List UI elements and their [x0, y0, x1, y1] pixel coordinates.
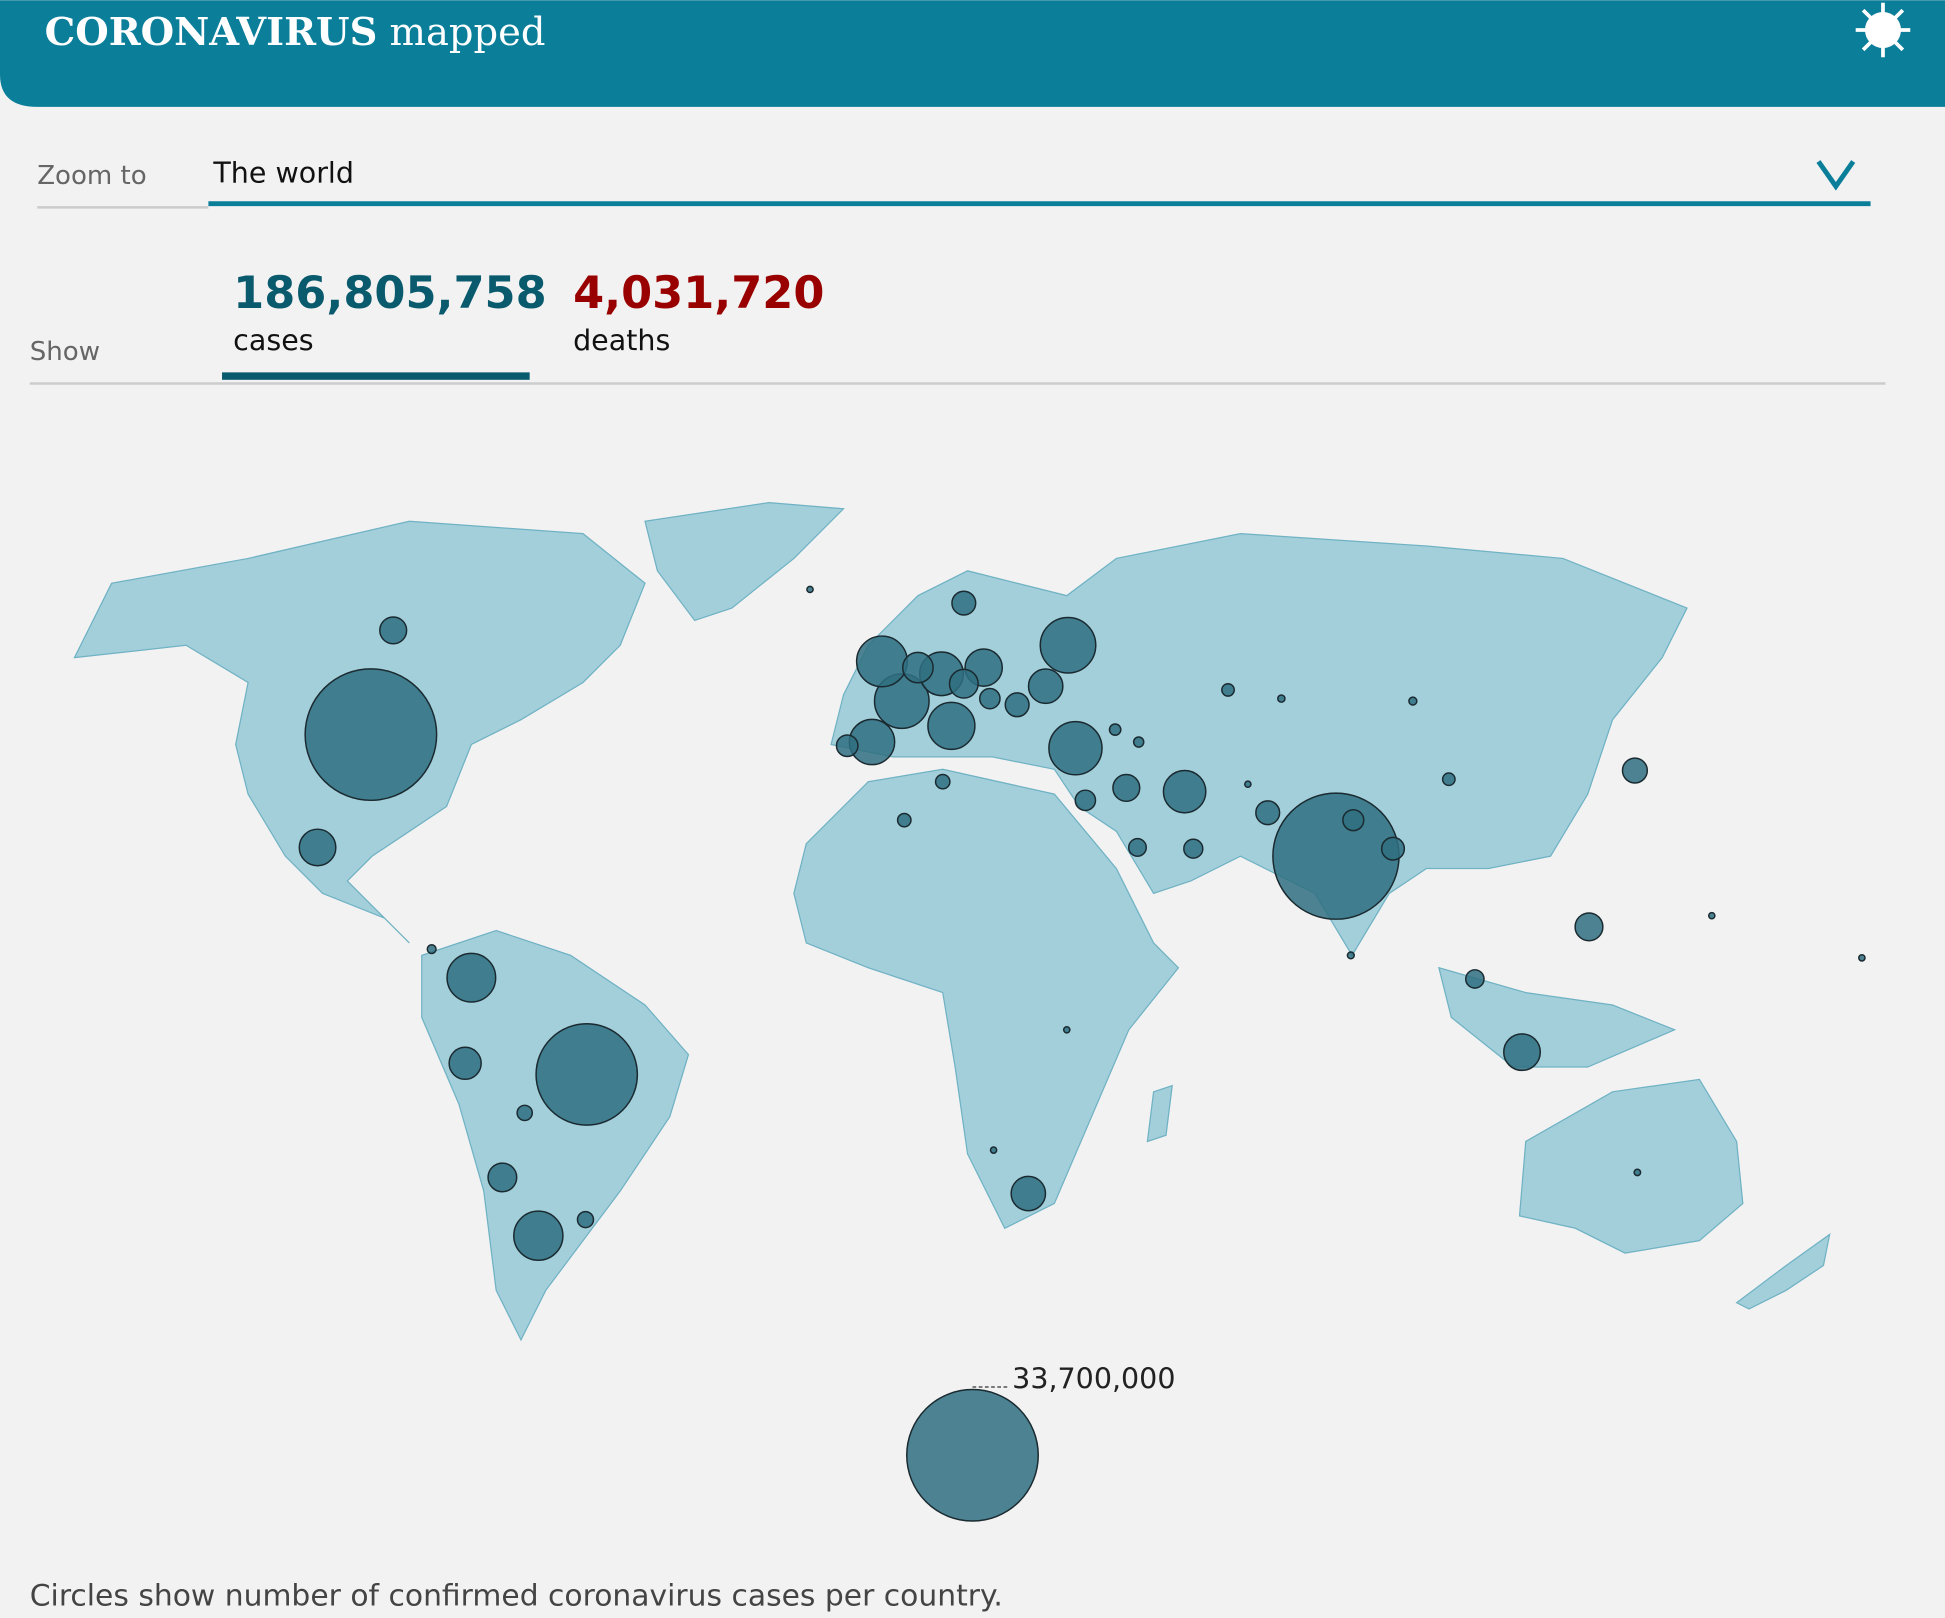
case-circle[interactable]	[1621, 757, 1649, 784]
case-circle[interactable]	[989, 1146, 998, 1154]
case-circle[interactable]	[1380, 836, 1406, 861]
deaths-tab[interactable]: 4,031,720 deaths	[573, 267, 824, 357]
legend-label: 33,700,000	[1012, 1362, 1175, 1395]
case-circle[interactable]	[1277, 694, 1286, 703]
cases-tab[interactable]: 186,805,758 cases	[222, 267, 547, 380]
case-circle[interactable]	[513, 1210, 564, 1262]
case-circle[interactable]	[1183, 838, 1204, 859]
australia	[1518, 1078, 1744, 1254]
madagascar	[1146, 1084, 1173, 1143]
case-circle[interactable]	[448, 1046, 482, 1081]
case-circle[interactable]	[516, 1104, 534, 1122]
case-circle[interactable]	[304, 668, 438, 802]
case-circle[interactable]	[576, 1210, 595, 1229]
case-circle[interactable]	[1010, 1175, 1047, 1212]
case-circle[interactable]	[1707, 911, 1716, 920]
case-circle[interactable]	[951, 590, 977, 616]
case-circle[interactable]	[1048, 720, 1103, 776]
case-circle[interactable]	[1112, 773, 1141, 803]
southeast-asia	[1438, 966, 1677, 1068]
case-circle[interactable]	[855, 635, 909, 688]
greenland	[644, 501, 845, 622]
virus-icon[interactable]	[1855, 2, 1911, 58]
case-circle[interactable]	[1441, 772, 1456, 787]
new-zealand	[1735, 1233, 1831, 1310]
case-circle[interactable]	[1074, 789, 1097, 812]
zoom-label: Zoom to	[37, 161, 146, 191]
deaths-total: 4,031,720	[573, 267, 824, 319]
deaths-unit: deaths	[573, 324, 670, 357]
case-circles	[298, 585, 1866, 1262]
south-america	[421, 929, 690, 1342]
case-circle[interactable]	[1244, 780, 1252, 789]
world-map	[73, 501, 1831, 1342]
case-circle[interactable]	[1039, 616, 1097, 674]
case-circle[interactable]	[978, 687, 1001, 710]
footnote: Circles show number of confirmed coronav…	[30, 1578, 1003, 1613]
case-circle[interactable]	[446, 952, 497, 1003]
header-bar	[0, 0, 1945, 107]
cases-total: 186,805,758	[233, 267, 546, 319]
case-circle[interactable]	[1408, 696, 1418, 706]
cases-unit: cases	[233, 324, 313, 357]
case-circle[interactable]	[1255, 800, 1281, 826]
case-circle[interactable]	[1127, 837, 1147, 857]
case-circle[interactable]	[1027, 668, 1064, 705]
case-circle[interactable]	[948, 668, 979, 699]
legend-circle	[906, 1388, 1039, 1522]
case-circle[interactable]	[426, 944, 437, 955]
case-circle[interactable]	[1108, 723, 1122, 737]
active-tab-bar	[222, 372, 530, 380]
case-circle[interactable]	[1346, 951, 1355, 960]
zoom-dropdown[interactable]: The world	[208, 157, 1871, 207]
case-circle[interactable]	[1221, 682, 1235, 697]
case-circle[interactable]	[1858, 954, 1866, 962]
title-rest: mapped	[390, 10, 546, 55]
case-circle[interactable]	[1062, 1025, 1071, 1034]
zoom-value: The world	[212, 157, 354, 190]
africa	[793, 768, 1180, 1230]
case-circle[interactable]	[901, 651, 934, 684]
show-label: Show	[30, 337, 100, 367]
case-circle[interactable]	[298, 828, 337, 867]
case-circle[interactable]	[1465, 969, 1485, 989]
case-circle[interactable]	[1004, 692, 1030, 718]
case-circle[interactable]	[1162, 769, 1207, 814]
case-circle[interactable]	[487, 1162, 518, 1193]
title-bold: CORONAVIRUS	[45, 10, 378, 55]
case-circle[interactable]	[934, 773, 951, 790]
case-circle[interactable]	[806, 585, 814, 594]
case-circle[interactable]	[1574, 912, 1604, 942]
case-circle[interactable]	[896, 812, 912, 828]
case-circle[interactable]	[835, 734, 859, 758]
case-circle[interactable]	[1503, 1033, 1542, 1072]
case-circle[interactable]	[535, 1023, 639, 1126]
case-circle[interactable]	[927, 701, 976, 751]
header-title: CORONAVIRUS mapped	[45, 10, 546, 55]
case-circle[interactable]	[1342, 808, 1365, 832]
dropdown-arrow	[1816, 160, 1856, 191]
case-circle[interactable]	[379, 616, 408, 645]
case-circle[interactable]	[1132, 736, 1145, 748]
case-circle[interactable]	[1633, 1168, 1642, 1177]
case-circle[interactable]	[1272, 792, 1400, 920]
